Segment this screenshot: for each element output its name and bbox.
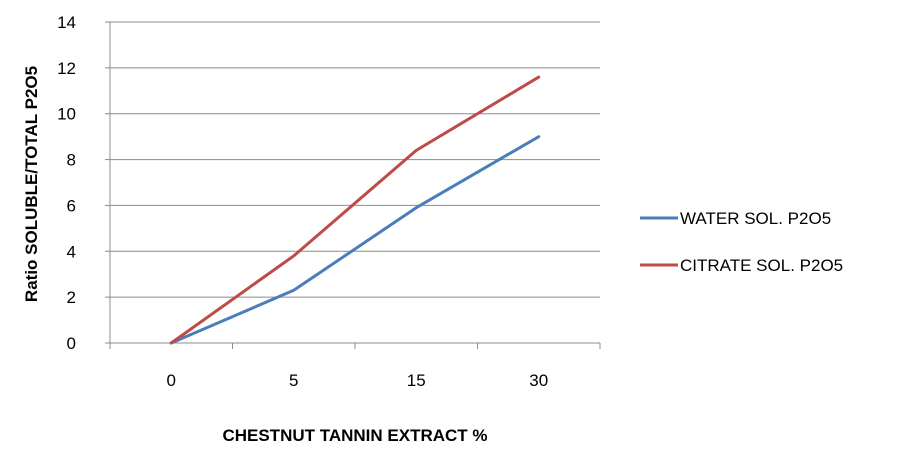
y-tick-label: 8 bbox=[67, 151, 76, 170]
x-axis-title: CHESTNUT TANNIN EXTRACT % bbox=[222, 426, 487, 445]
legend-item: CITRATE SOL. P2O5 bbox=[640, 256, 843, 275]
y-tick-label: 0 bbox=[67, 334, 76, 353]
axes bbox=[105, 21, 601, 349]
series-line-1 bbox=[169, 135, 541, 345]
series-lines bbox=[169, 75, 541, 345]
y-tick-label: 2 bbox=[67, 288, 76, 307]
x-tick-label: 30 bbox=[529, 371, 548, 390]
series-line-2 bbox=[169, 75, 541, 345]
y-axis-title: Ratio SOLUBLE/TOTAL P2O5 bbox=[22, 66, 41, 302]
grid-lines bbox=[110, 21, 600, 298]
tick-labels: 0 2 4 6 8 10 12 14 0 5 15 30 bbox=[57, 13, 548, 390]
y-tick-label: 12 bbox=[57, 59, 76, 78]
x-tick-label: 15 bbox=[407, 371, 426, 390]
x-tick-label: 5 bbox=[289, 371, 298, 390]
y-tick-label: 6 bbox=[67, 196, 76, 215]
legend: WATER SOL. P2O5 CITRATE SOL. P2O5 bbox=[640, 209, 843, 275]
legend-label: CITRATE SOL. P2O5 bbox=[680, 256, 843, 275]
legend-item: WATER SOL. P2O5 bbox=[640, 209, 831, 228]
y-tick-label: 10 bbox=[57, 105, 76, 124]
y-tick-label: 14 bbox=[57, 13, 76, 32]
x-tick-label: 0 bbox=[167, 371, 176, 390]
legend-label: WATER SOL. P2O5 bbox=[680, 209, 831, 228]
y-tick-label: 4 bbox=[67, 242, 76, 261]
